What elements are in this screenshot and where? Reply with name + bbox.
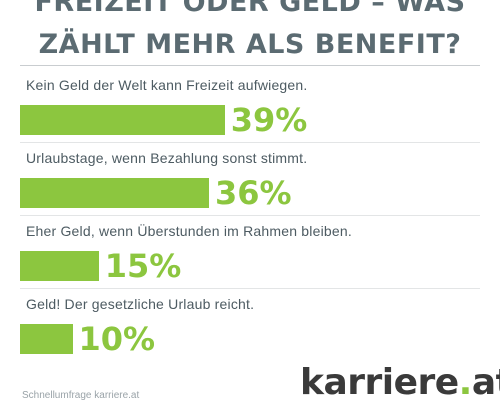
brand-tld: at	[471, 362, 500, 403]
chart-title-line-2: ZÄHLT MEHR ALS BENEFIT?	[38, 29, 462, 60]
category-label: Geld! Der gesetzliche Urlaub reicht.	[26, 296, 255, 312]
bar	[20, 251, 99, 281]
category-label: Eher Geld, wenn Überstunden im Rahmen bl…	[26, 223, 352, 239]
value-label: 39%	[230, 101, 308, 139]
bar	[20, 178, 209, 208]
value-label: 15%	[104, 247, 182, 285]
brand-logo: karriere.at	[300, 362, 500, 403]
source-note: Schnellumfrage karriere.at	[22, 390, 140, 401]
value-label: 10%	[78, 320, 156, 358]
brand-name: karriere	[300, 362, 459, 403]
title-divider	[20, 65, 480, 66]
row-separator	[20, 142, 480, 143]
chart-title-line-1: FREIZEIT ODER GELD – WAS	[34, 0, 466, 18]
bar	[20, 324, 73, 354]
category-label: Urlaubstage, wenn Bezahlung sonst stimmt…	[26, 150, 308, 166]
row-separator	[20, 215, 480, 216]
row-separator	[20, 288, 480, 289]
category-label: Kein Geld der Welt kann Freizeit aufwieg…	[26, 77, 308, 93]
bar	[20, 105, 225, 135]
value-label: 36%	[215, 174, 292, 212]
brand-dot: .	[458, 362, 473, 403]
